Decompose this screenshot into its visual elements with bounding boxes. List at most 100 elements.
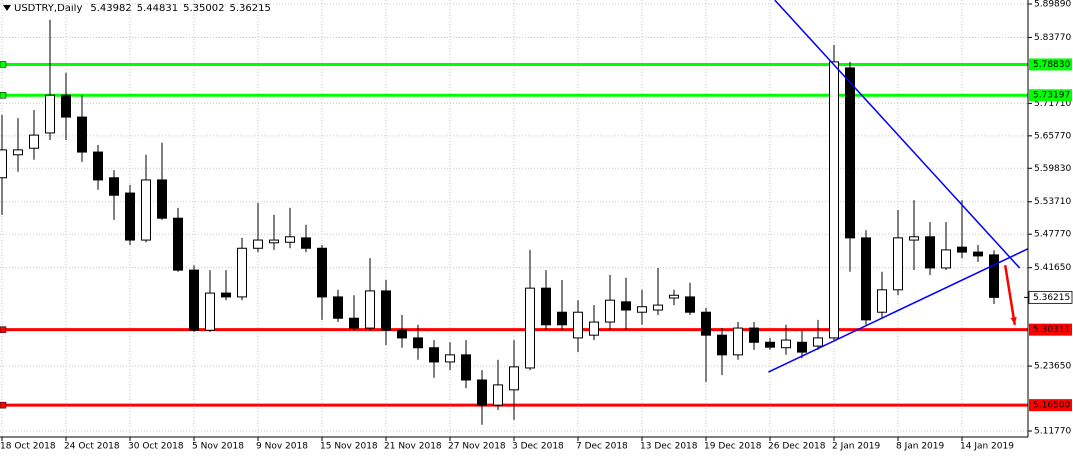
chart-title: USDTRY,Daily (14, 3, 82, 14)
x-tick-label: 14 Jan 2019 (960, 442, 1014, 452)
candle-body (957, 246, 967, 253)
candle-body (109, 177, 119, 196)
candle-body (733, 327, 743, 356)
candle-body (445, 354, 455, 363)
candle-body (317, 247, 327, 298)
candle-body (13, 149, 23, 156)
y-tick-label: 5.65770 (1034, 131, 1071, 141)
level-label-box (1029, 323, 1072, 336)
candle-body (989, 254, 999, 298)
candle-body (781, 339, 791, 349)
candle-body (333, 296, 343, 319)
x-tick-label: 3 Dec 2018 (512, 442, 564, 452)
y-tick-label: 5.11770 (1034, 426, 1071, 436)
candle-body (861, 237, 871, 321)
x-tick-label: 30 Oct 2018 (128, 442, 184, 452)
header-icon (3, 5, 11, 11)
candle-body (589, 321, 599, 336)
arrow (1003, 265, 1017, 325)
candle-body (573, 311, 583, 339)
y-tick-label: 5.59830 (1034, 164, 1071, 174)
level-marker (0, 326, 7, 333)
x-tick-label: 24 Oct 2018 (64, 442, 120, 452)
level-label-box (1029, 58, 1072, 71)
candle-body (701, 311, 711, 336)
arrow-head (1010, 317, 1017, 325)
header-value: 5.35002 (183, 3, 224, 14)
candle-body (0, 149, 7, 179)
candle-body (973, 251, 983, 257)
candle-body (397, 329, 407, 339)
candle-body (365, 290, 375, 329)
candle-body (477, 379, 487, 406)
candle-body (77, 116, 87, 153)
candle-body (669, 294, 679, 299)
level-label: 5.16500 (1033, 401, 1070, 411)
candle-body (29, 134, 39, 149)
x-tick-label: 7 Dec 2018 (576, 442, 628, 452)
candle-body (685, 296, 695, 313)
header-value: 5.43982 (90, 3, 131, 14)
candle-body (717, 334, 727, 356)
y-tick-label: 5.47770 (1034, 230, 1071, 240)
level-label-box (1029, 89, 1072, 102)
y-tick-label: 5.89890 (1034, 0, 1071, 9)
candle-body (349, 317, 359, 329)
candle-body (749, 327, 759, 343)
x-tick-label: 26 Dec 2018 (768, 442, 826, 452)
header-value: 5.44831 (137, 3, 178, 14)
y-tick-label: 5.83770 (1034, 33, 1071, 43)
candle-body (301, 237, 311, 249)
candle-body (877, 289, 887, 313)
level-label: 5.73197 (1033, 91, 1070, 101)
candle-body (925, 236, 935, 269)
candle-body (621, 301, 631, 311)
candle-body (285, 236, 295, 243)
level-marker (0, 401, 7, 409)
x-tick-label: 27 Nov 2018 (448, 442, 506, 452)
level-label: 5.30311 (1033, 325, 1070, 335)
candle-body (237, 247, 247, 298)
x-tick-label: 18 Oct 2018 (0, 442, 56, 452)
candle-body (269, 239, 279, 244)
y-tick-label: 5.71710 (1034, 99, 1071, 109)
trendline (768, 248, 1028, 373)
candle-body (557, 311, 567, 326)
y-tick-label: 5.23650 (1034, 362, 1071, 372)
axis-cover (0, 437, 1028, 458)
candle-body (845, 67, 855, 239)
candle-body (893, 237, 903, 291)
candle-body (173, 217, 183, 271)
header-value: 5.36215 (229, 3, 270, 14)
x-tick-label: 21 Nov 2018 (384, 442, 442, 452)
candle-body (189, 269, 199, 331)
candle-body (93, 151, 103, 181)
level-marker (0, 91, 7, 99)
candle-body (253, 239, 263, 249)
x-tick-label: 15 Nov 2018 (320, 442, 378, 452)
x-tick-label: 9 Nov 2018 (256, 442, 308, 452)
candle-body (125, 192, 135, 241)
candle-body (61, 94, 71, 118)
candle-body (45, 94, 55, 134)
candle-body (909, 236, 919, 241)
candle-body (221, 292, 231, 298)
candle-body (413, 337, 423, 349)
current-price-label: 5.36215 (1033, 293, 1070, 303)
candle-body (653, 304, 663, 311)
axis-cover (1028, 0, 1073, 458)
candle-body (205, 292, 215, 331)
candle-body (461, 354, 471, 381)
level-label: 5.78830 (1033, 60, 1070, 70)
candle-body (637, 306, 647, 313)
candle-body (157, 179, 167, 219)
candle-body (941, 249, 951, 269)
candle-body (797, 341, 807, 353)
trendline (774, 0, 1021, 269)
level-label-box (1029, 399, 1072, 412)
y-tick-label: 5.41650 (1034, 263, 1071, 273)
candle-body (813, 337, 823, 347)
y-tick-label: 5.53710 (1034, 197, 1071, 207)
